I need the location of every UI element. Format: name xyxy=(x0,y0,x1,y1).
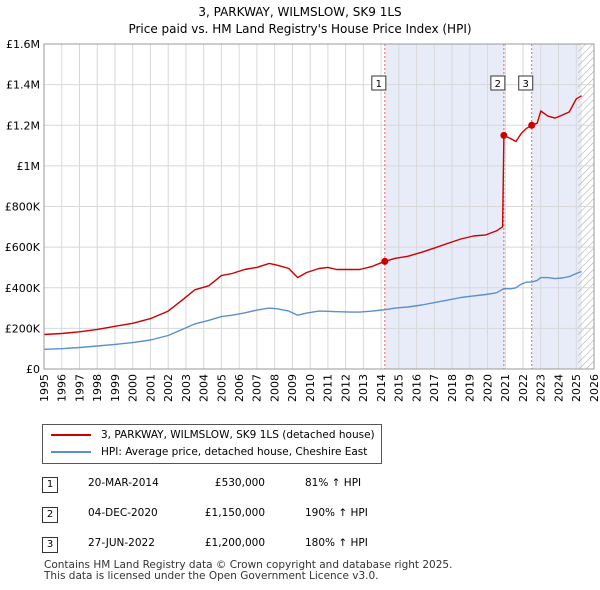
sale-point xyxy=(528,121,536,129)
y-tick-label: £1.4M xyxy=(6,79,40,92)
footer-line-1: Contains HM Land Registry data © Crown c… xyxy=(44,559,453,571)
x-tick-label: 2000 xyxy=(127,374,140,402)
x-tick-label: 2009 xyxy=(286,374,299,402)
sale-point xyxy=(381,257,389,265)
x-tick-label: 1998 xyxy=(91,374,104,402)
sale-label-box xyxy=(518,75,534,91)
legend-swatch-hpi xyxy=(51,451,91,453)
sale-number-badge: 1 xyxy=(42,477,58,493)
x-tick-label: 2005 xyxy=(215,374,228,402)
legend-label-hpi: HPI: Average price, detached house, Ches… xyxy=(101,446,368,458)
x-tick-label: 2018 xyxy=(446,374,459,402)
x-tick-label: 2025 xyxy=(570,374,583,402)
x-tick-label: 1995 xyxy=(38,374,51,402)
x-tick-label: 2013 xyxy=(357,374,370,402)
legend-swatch-property xyxy=(51,434,91,436)
sale-date: 20-MAR-2014 xyxy=(88,477,159,489)
y-tick-label: £600K xyxy=(5,241,41,254)
chart-subtitle: Price paid vs. HM Land Registry's House … xyxy=(128,22,471,36)
footer-line-2: This data is licensed under the Open Gov… xyxy=(44,570,379,582)
x-tick-label: 2017 xyxy=(428,374,441,402)
attribution-footer: Contains HM Land Registry data © Crown c… xyxy=(44,560,452,582)
sale-price: £1,150,000 xyxy=(204,507,265,519)
sale-row: 2 04-DEC-2020 £1,150,000 190% ↑ HPI xyxy=(0,504,600,526)
sale-hpi-change: 190% ↑ HPI xyxy=(305,507,368,519)
price-chart: 3, PARKWAY, WILMSLOW, SK9 1LS Price paid… xyxy=(5,5,600,402)
legend-label-property: 3, PARKWAY, WILMSLOW, SK9 1LS (detached … xyxy=(101,429,375,441)
sale-point xyxy=(500,131,508,139)
x-tick-label: 2024 xyxy=(552,374,565,402)
x-tick-label: 2007 xyxy=(251,374,264,402)
x-tick-label: 2004 xyxy=(198,374,211,402)
x-tick-label: 2020 xyxy=(481,374,494,402)
x-tick-label: 2022 xyxy=(517,374,530,402)
sale-price: £1,200,000 xyxy=(204,537,265,549)
x-tick-label: 2026 xyxy=(588,374,600,402)
sale-label-text: 3 xyxy=(523,79,529,90)
x-tick-label: 2016 xyxy=(410,374,423,402)
x-tick-label: 2023 xyxy=(535,374,548,402)
sale-number-badge: 2 xyxy=(42,507,58,523)
x-tick-label: 2010 xyxy=(304,374,317,402)
sale-row: 3 27-JUN-2022 £1,200,000 180% ↑ HPI xyxy=(0,534,600,556)
y-tick-label: £0 xyxy=(26,363,40,376)
chart-title: 3, PARKWAY, WILMSLOW, SK9 1LS xyxy=(198,5,401,19)
y-tick-label: £200K xyxy=(5,322,41,335)
y-tick-label: £400K xyxy=(5,282,41,295)
x-tick-label: 2015 xyxy=(393,374,406,402)
chart-legend: 3, PARKWAY, WILMSLOW, SK9 1LS (detached … xyxy=(42,424,382,464)
sale-row: 1 20-MAR-2014 £530,000 81% ↑ HPI xyxy=(0,474,600,496)
x-tick-label: 2012 xyxy=(339,374,352,402)
x-tick-label: 1997 xyxy=(73,374,86,402)
sale-hpi-change: 81% ↑ HPI xyxy=(305,477,362,489)
sale-label-box xyxy=(371,75,387,91)
x-tick-label: 2006 xyxy=(233,374,246,402)
sale-label-box xyxy=(490,75,506,91)
plot-frame xyxy=(43,43,595,370)
sale-date: 27-JUN-2022 xyxy=(88,537,155,549)
x-tick-label: 2011 xyxy=(322,374,335,402)
y-tick-label: £800K xyxy=(5,201,41,214)
x-tick-label: 2014 xyxy=(375,374,388,402)
x-tick-label: 1996 xyxy=(56,374,69,402)
sale-label-text: 1 xyxy=(376,79,382,90)
x-tick-label: 1999 xyxy=(109,374,122,402)
y-tick-label: £1.6M xyxy=(6,38,40,51)
sale-hpi-change: 180% ↑ HPI xyxy=(305,537,368,549)
sale-price: £530,000 xyxy=(214,477,265,489)
y-tick-label: £1M xyxy=(17,160,41,173)
x-tick-label: 2002 xyxy=(162,374,175,402)
y-tick-label: £1.2M xyxy=(6,119,40,132)
x-tick-label: 2021 xyxy=(499,374,512,402)
x-tick-label: 2003 xyxy=(180,374,193,402)
sale-date: 04-DEC-2020 xyxy=(88,507,158,519)
x-tick-label: 2001 xyxy=(144,374,157,402)
sale-number-badge: 3 xyxy=(42,537,58,553)
x-tick-label: 2019 xyxy=(464,374,477,402)
sale-label-text: 2 xyxy=(495,79,501,90)
series-line xyxy=(43,270,582,350)
x-tick-label: 2008 xyxy=(268,374,281,402)
